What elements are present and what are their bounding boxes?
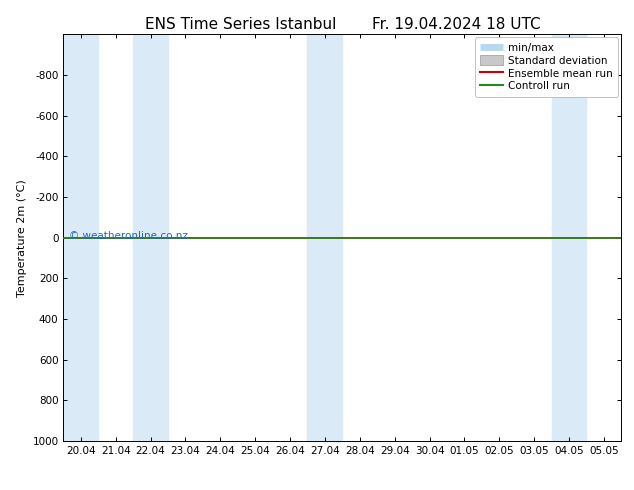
Text: Fr. 19.04.2024 18 UTC: Fr. 19.04.2024 18 UTC — [372, 17, 541, 32]
Bar — [307, 34, 342, 441]
Bar — [133, 34, 168, 441]
Y-axis label: Temperature 2m (°C): Temperature 2m (°C) — [17, 179, 27, 296]
Bar — [63, 34, 98, 441]
Legend: min/max, Standard deviation, Ensemble mean run, Controll run: min/max, Standard deviation, Ensemble me… — [475, 37, 618, 97]
Text: ENS Time Series Istanbul: ENS Time Series Istanbul — [145, 17, 337, 32]
Bar — [552, 34, 586, 441]
Text: © weatheronline.co.nz: © weatheronline.co.nz — [69, 231, 188, 241]
